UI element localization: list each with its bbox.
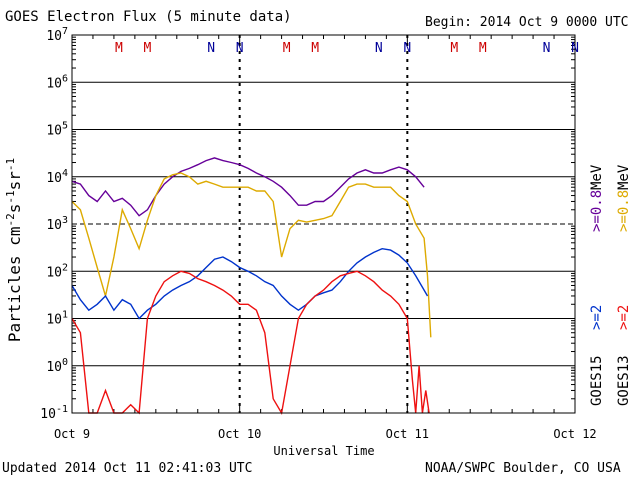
legend-ge08-goes15: >=0.8 — [589, 190, 605, 232]
legend-ge2-goes15: >=2 — [589, 305, 605, 330]
marker-m: M — [479, 41, 487, 56]
y-tick-labels: 10-1 100 101 102 103 104 105 106 107 — [40, 26, 68, 422]
series-line — [71, 157, 425, 217]
x-tick-labels: Oct 9 Oct 10 Oct 11 Oct 12 — [54, 427, 597, 441]
marker-n: N — [543, 41, 551, 56]
series-line — [71, 172, 432, 338]
marker-m: M — [283, 41, 291, 56]
marker-m: M — [311, 41, 319, 56]
legend-goes15: GOES15 — [589, 355, 605, 406]
y-tick-label: 101 — [46, 310, 68, 328]
x-tick-label: Oct 11 — [386, 427, 429, 441]
y-tick-label: 102 — [46, 262, 68, 280]
y-tick-label: 104 — [46, 168, 68, 186]
y-tick-label: 105 — [46, 121, 68, 139]
y-tick-label: 103 — [46, 215, 68, 233]
plot-frame — [71, 34, 576, 414]
updated-timestamp: Updated 2014 Oct 11 02:41:03 UTC — [2, 461, 253, 476]
x-tick-label: Oct 10 — [218, 427, 261, 441]
x-tick-label: Oct 9 — [54, 427, 90, 441]
y-tick-label: 100 — [46, 357, 68, 375]
marker-m: M — [450, 41, 458, 56]
marker-n: N — [375, 41, 383, 56]
legend-ge2-goes13: >=2 — [616, 305, 632, 330]
marker-n: N — [236, 41, 244, 56]
series-line — [71, 247, 429, 320]
legend-unit-goes15: MeV — [589, 164, 605, 190]
gridlines — [72, 35, 575, 413]
x-tick-label: Oct 12 — [553, 427, 596, 441]
marker-n: N — [403, 41, 411, 56]
marker-m: M — [144, 41, 152, 56]
marker-m: M — [115, 41, 123, 56]
credit-line: NOAA/SWPC Boulder, CO USA — [425, 461, 621, 476]
legend-unit-goes13: MeV — [616, 164, 632, 190]
legend-goes13: GOES13 — [616, 355, 632, 406]
y-axis-label: Particles cm-2s-1sr-1 — [4, 158, 24, 342]
minor-tick-marks — [71, 35, 576, 413]
marker-n: N — [207, 41, 215, 56]
y-tick-label: 107 — [46, 26, 68, 44]
legend-ge08-goes13: >=0.8 — [616, 190, 632, 232]
chart-title: GOES Electron Flux (5 minute data) — [5, 9, 292, 25]
y-tick-label: 10-1 — [40, 404, 68, 422]
y-tick-label: 106 — [46, 73, 68, 91]
begin-date: Begin: 2014 Oct 9 0000 UTC — [425, 15, 629, 30]
x-axis-label: Universal Time — [273, 444, 374, 458]
series-line — [71, 270, 430, 415]
marker-n: N — [571, 41, 579, 56]
series-lines — [71, 157, 432, 415]
